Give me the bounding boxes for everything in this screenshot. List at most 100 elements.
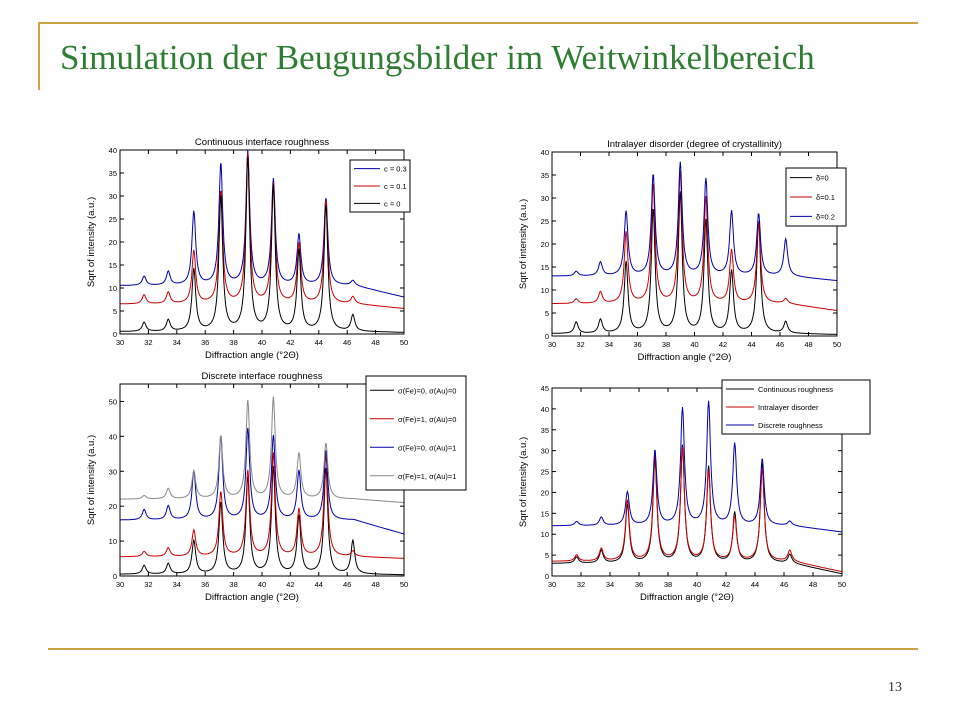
series-line xyxy=(552,170,838,311)
legend-label: Discrete roughness xyxy=(758,421,823,430)
legend-label: c = 0 xyxy=(384,199,400,208)
x-tick-label: 34 xyxy=(173,338,181,347)
x-tick-label: 36 xyxy=(201,580,209,589)
x-tick-label: 42 xyxy=(722,580,730,589)
series-line xyxy=(120,466,404,576)
y-tick-label: 40 xyxy=(541,405,549,414)
y-tick-label: 20 xyxy=(109,502,117,511)
y-tick-label: 20 xyxy=(541,240,549,249)
page-number: 13 xyxy=(888,680,902,695)
x-tick-label: 34 xyxy=(606,580,614,589)
y-tick-label: 10 xyxy=(109,284,117,293)
x-tick-label: 32 xyxy=(144,338,152,347)
x-tick-label: 34 xyxy=(173,580,181,589)
x-axis-label: Diffraction angle (°2Θ) xyxy=(205,350,299,361)
legend-label: δ=0 xyxy=(816,174,829,183)
top-accent-line xyxy=(38,22,918,24)
x-tick-label: 38 xyxy=(664,580,672,589)
chart-title: Intralayer disorder (degree of crystalli… xyxy=(607,139,782,150)
chart-comparison: 30 32 34 36 38 40 42 44 46 48 50 0 5 10 15 20 25 30 35 40 45… xyxy=(518,379,871,603)
y-tick-label: 25 xyxy=(541,468,549,477)
series-line xyxy=(120,452,405,559)
y-axis-label: Sqrt of intensity (a.u.) xyxy=(86,197,97,287)
x-tick-label: 36 xyxy=(635,580,643,589)
x-tick-label: 50 xyxy=(400,338,408,347)
x-axis-label: Diffraction angle (°2Θ) xyxy=(640,592,734,603)
series-line xyxy=(552,191,837,335)
y-tick-label: 10 xyxy=(109,537,117,546)
y-tick-label: 40 xyxy=(109,146,117,155)
x-axis-label: Diffraction angle (°2Θ) xyxy=(638,352,732,363)
x-tick-label: 42 xyxy=(719,340,727,349)
x-tick-label: 32 xyxy=(144,580,152,589)
series-line xyxy=(120,152,405,309)
legend-box xyxy=(365,375,467,491)
x-tick-label: 40 xyxy=(258,580,266,589)
y-tick-label: 15 xyxy=(541,263,549,272)
x-tick-label: 44 xyxy=(747,340,755,349)
x-tick-label: 38 xyxy=(229,580,237,589)
y-tick-label: 25 xyxy=(109,215,117,224)
y-tick-label: 35 xyxy=(109,169,117,178)
y-tick-label: 30 xyxy=(109,192,117,201)
series-line xyxy=(120,156,404,333)
series-line xyxy=(552,161,838,282)
x-tick-label: 48 xyxy=(804,340,812,349)
y-tick-label: 30 xyxy=(109,467,117,476)
legend-label: Intralayer disorder xyxy=(758,403,819,412)
x-tick-label: 48 xyxy=(809,580,817,589)
y-axis-label: Sqrt of intensity (a.u.) xyxy=(518,199,529,289)
series-line xyxy=(552,446,843,573)
x-tick-label: 48 xyxy=(371,580,379,589)
x-tick-label: 30 xyxy=(116,580,124,589)
chart-title: Continuous interface roughness xyxy=(195,137,329,148)
left-accent-line xyxy=(38,22,40,90)
chart-intralayer-disorder: Intralayer disorder (degree of crystalli… xyxy=(518,139,847,363)
series-line xyxy=(552,400,843,533)
x-tick-label: 44 xyxy=(315,338,323,347)
y-tick-label: 0 xyxy=(545,572,549,581)
y-tick-label: 50 xyxy=(109,397,117,406)
x-axis-label: Diffraction angle (°2Θ) xyxy=(205,592,299,603)
legend-label: δ=0.2 xyxy=(816,212,835,221)
y-axis-label: Sqrt of intensity (a.u.) xyxy=(86,435,97,525)
y-tick-label: 30 xyxy=(541,447,549,456)
y-tick-label: 0 xyxy=(113,572,117,581)
series-line xyxy=(120,150,405,298)
legend-label: σ(Fe)=1, σ(Au)=1 xyxy=(398,472,456,481)
x-tick-label: 36 xyxy=(201,338,209,347)
y-tick-label: 40 xyxy=(109,432,117,441)
series-line xyxy=(552,444,843,575)
x-tick-label: 50 xyxy=(838,580,846,589)
y-tick-label: 15 xyxy=(541,509,549,518)
y-tick-label: 35 xyxy=(541,171,549,180)
y-tick-label: 25 xyxy=(541,217,549,226)
x-tick-label: 50 xyxy=(833,340,841,349)
legend-label: δ=0.1 xyxy=(816,193,835,202)
bottom-accent-line xyxy=(48,648,918,650)
x-tick-label: 46 xyxy=(343,338,351,347)
x-tick-label: 36 xyxy=(633,340,641,349)
x-tick-label: 32 xyxy=(577,580,585,589)
legend-label: c = 0.1 xyxy=(384,182,407,191)
slide-title: Simulation der Beugungsbilder im Weitwin… xyxy=(60,38,815,77)
x-tick-label: 40 xyxy=(693,580,701,589)
x-tick-label: 30 xyxy=(116,338,124,347)
x-tick-label: 30 xyxy=(548,340,556,349)
x-tick-label: 46 xyxy=(780,580,788,589)
legend-label: c = 0.3 xyxy=(384,165,407,174)
y-tick-label: 0 xyxy=(113,330,117,339)
legend-label: σ(Fe)=1, σ(Au)=0 xyxy=(398,415,456,424)
plot-frame xyxy=(119,383,405,577)
y-tick-label: 5 xyxy=(545,309,549,318)
y-tick-label: 45 xyxy=(541,384,549,393)
y-tick-label: 20 xyxy=(109,238,117,247)
x-tick-label: 38 xyxy=(229,338,237,347)
x-tick-label: 40 xyxy=(258,338,266,347)
y-tick-label: 5 xyxy=(113,307,117,316)
y-tick-label: 30 xyxy=(541,194,549,203)
x-tick-label: 40 xyxy=(690,340,698,349)
y-tick-label: 10 xyxy=(541,530,549,539)
chart-title: Discrete interface roughness xyxy=(202,371,323,382)
legend-label: σ(Fe)=0, σ(Au)=0 xyxy=(398,386,456,395)
